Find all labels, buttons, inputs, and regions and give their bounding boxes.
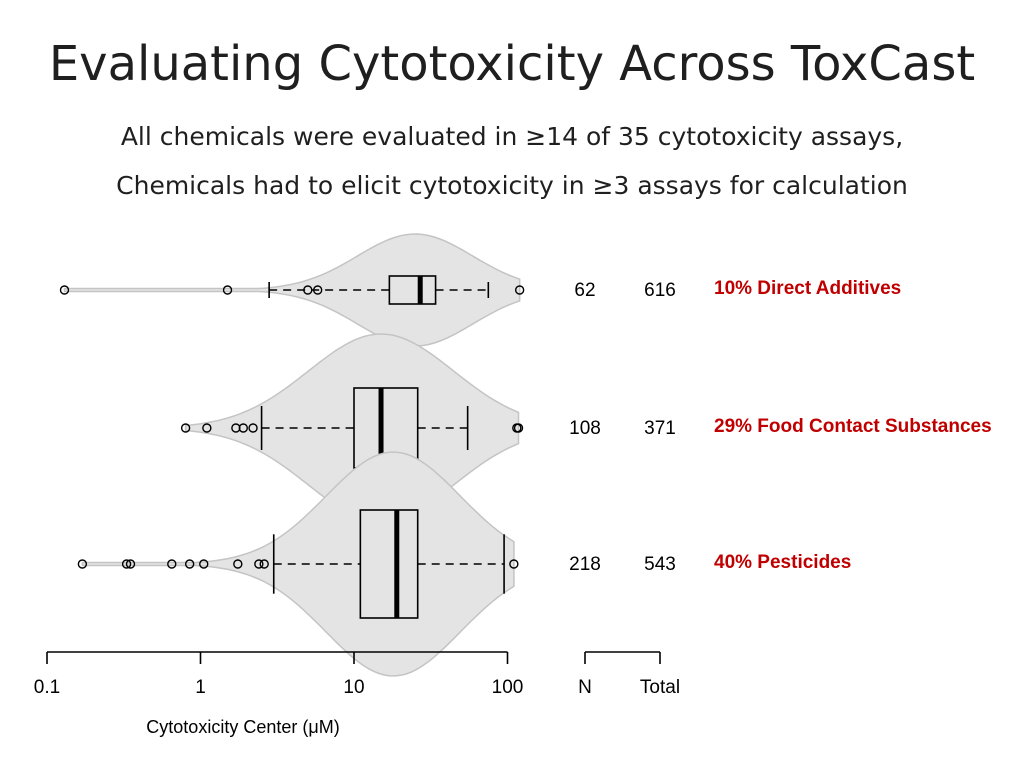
page-title: Evaluating Cytotoxicity Across ToxCast	[48, 36, 976, 92]
count-n-0: 62	[574, 280, 595, 301]
outlier-2-8	[259, 559, 269, 569]
count-axis-label-0: N	[578, 677, 592, 698]
x-tick-label-1: 1	[195, 677, 206, 698]
count-total-1: 371	[644, 418, 676, 439]
outlier-1-0	[180, 423, 191, 433]
outlier-1-3	[238, 423, 248, 433]
x-tick-label-0: 0.1	[34, 677, 60, 698]
x-axis-label: Cytotoxicity Center (μM)	[146, 717, 339, 737]
subtitle-line-1: All chemicals were evaluated in ≥14 of 3…	[120, 122, 904, 151]
outlier-0-0	[59, 285, 70, 295]
box-0	[388, 275, 437, 305]
group-label-2: 40% Pesticides	[714, 552, 852, 573]
outlier-0-4	[514, 285, 525, 295]
box-2	[359, 509, 419, 619]
outlier-1-1	[202, 423, 212, 433]
count-axis-label-1: Total	[640, 677, 680, 698]
outlier-2-2	[125, 559, 136, 569]
outlier-2-1	[121, 559, 132, 569]
outlier-2-0	[77, 559, 88, 569]
outlier-2-4	[184, 559, 195, 569]
outlier-1-4	[248, 423, 258, 433]
x-tick-label-3: 100	[492, 677, 524, 698]
x-tick-label-2: 10	[343, 677, 364, 698]
subtitle-line-2: Chemicals had to elicit cytotoxicity in …	[116, 171, 908, 200]
violin-0	[63, 233, 521, 347]
outlier-0-3	[312, 285, 323, 295]
count-n-2: 218	[569, 554, 601, 575]
outlier-1-6	[513, 423, 524, 433]
outlier-2-7	[254, 559, 264, 569]
count-total-0: 616	[644, 280, 676, 301]
count-n-1: 108	[569, 418, 601, 439]
violin-2	[81, 451, 515, 677]
outlier-0-2	[303, 285, 313, 295]
outlier-0-1	[222, 285, 233, 295]
outlier-2-5	[199, 559, 209, 569]
outlier-2-9	[509, 559, 519, 569]
outlier-2-6	[233, 559, 243, 569]
outlier-2-3	[167, 559, 177, 569]
group-label-1: 29% Food Contact Substances	[714, 416, 992, 437]
count-total-2: 543	[644, 554, 676, 575]
group-label-0: 10% Direct Additives	[714, 278, 902, 299]
